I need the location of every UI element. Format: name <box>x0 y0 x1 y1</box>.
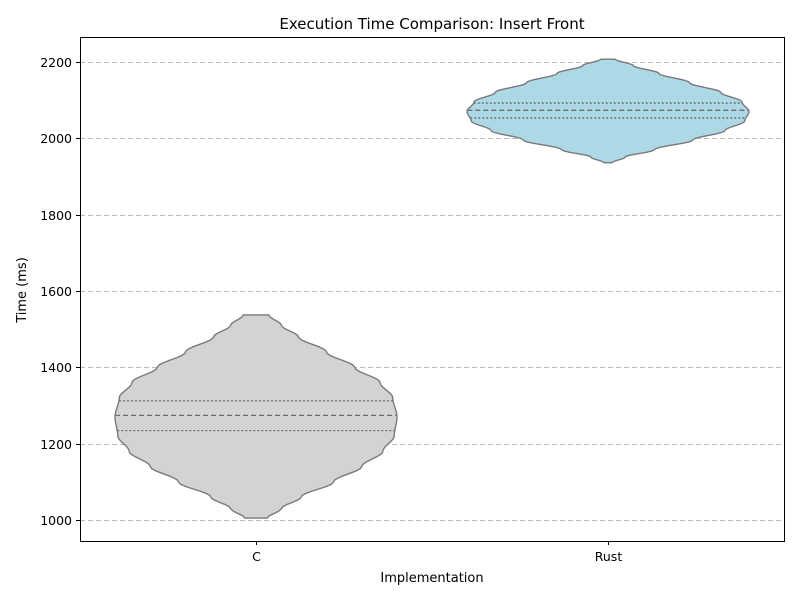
y-tick-label: 1600 <box>40 284 72 299</box>
chart-title: Execution Time Comparison: Insert Front <box>279 15 584 33</box>
x-axis-ticks: C Rust <box>252 541 622 564</box>
plot-frame <box>80 37 785 542</box>
violins <box>114 58 750 519</box>
violin-c <box>114 314 398 519</box>
y-axis-ticks: 1000 1200 1400 1600 1800 2000 2200 <box>40 55 80 528</box>
y-tick-label: 2200 <box>40 55 72 70</box>
x-tick-label: Rust <box>595 549 623 564</box>
y-tick-label: 1800 <box>40 208 72 223</box>
y-tick-label: 2000 <box>40 131 72 146</box>
x-axis-label: Implementation <box>380 571 483 586</box>
y-tick-label: 1400 <box>40 360 72 375</box>
y-tick-label: 1200 <box>40 437 72 452</box>
x-tick-label: C <box>252 549 261 564</box>
y-tick-label: 1000 <box>40 513 72 528</box>
y-axis-label: Time (ms) <box>15 257 30 324</box>
